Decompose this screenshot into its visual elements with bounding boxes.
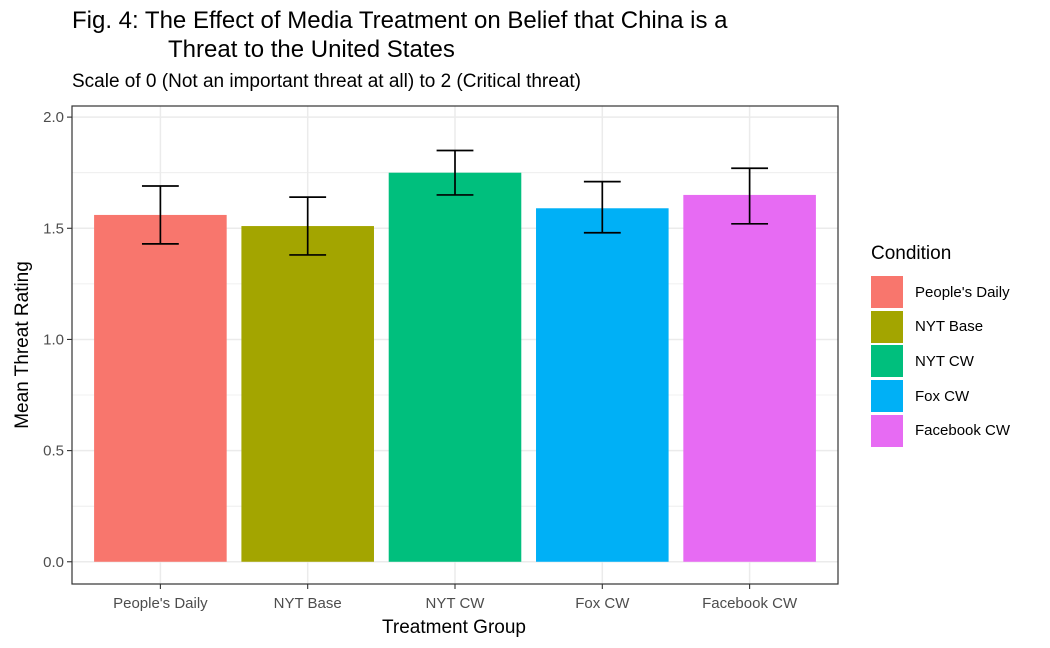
y-tick-label: 0.0 [43, 554, 64, 571]
legend-swatch [871, 380, 903, 413]
legend-label: Fox CW [915, 387, 970, 405]
error-bars [141, 149, 769, 256]
legend-swatch [871, 276, 903, 309]
x-axis-title: Treatment Group [382, 617, 526, 638]
x-tick-label: People's Daily [113, 595, 208, 612]
y-tick-label: 1.5 [43, 220, 64, 237]
legend-label: People's Daily [915, 283, 1010, 301]
y-axis-title: Mean Threat Rating [12, 261, 33, 429]
legend-item: NYT CW [871, 344, 1010, 379]
bar-nyt-base [241, 226, 374, 562]
x-tick-label: Facebook CW [702, 595, 798, 612]
legend-item: Fox CW [871, 379, 1010, 414]
x-axis-ticks: People's Daily NYT Base NYT CW Fox CW Facebo… [113, 584, 798, 612]
chart-title-line-1: Fig. 4: The Effect of Media Treatment on… [72, 7, 728, 34]
chart-title-line-2: Threat to the United States [168, 36, 455, 63]
legend-label: NYT CW [915, 352, 974, 370]
chart-subtitle: Scale of 0 (Not an important threat at a… [72, 71, 581, 92]
legend-item: NYT Base [871, 310, 1010, 345]
y-axis-ticks: 0.0 0.5 1.0 1.5 2.0 [43, 109, 72, 571]
legend-label: Facebook CW [915, 422, 1011, 440]
chart-title: Fig. 4: The Effect of Media Treatment on… [72, 6, 727, 64]
x-tick-label: Fox CW [575, 595, 630, 612]
y-tick-label: 0.5 [43, 443, 64, 460]
legend-items: People's Daily NYT Base NYT CW Fox CW Facebo… [871, 275, 1010, 448]
x-tick-label: NYT Base [274, 595, 342, 612]
bars [94, 172, 816, 562]
legend-title: Condition [871, 243, 952, 264]
bar-nyt-cw [388, 172, 522, 562]
legend-item: People's Daily [871, 275, 1010, 310]
legend-label: NYT Base [915, 318, 984, 336]
legend-item: Facebook CW [871, 413, 1010, 448]
y-tick-label: 2.0 [43, 109, 64, 126]
bar-fox-cw [536, 208, 669, 562]
legend-swatch [871, 345, 903, 378]
legend-swatch [871, 310, 903, 343]
bar-people-s-daily [94, 214, 227, 562]
bar-facebook-cw [683, 194, 816, 562]
legend-swatch [871, 414, 903, 447]
y-tick-label: 1.0 [43, 331, 64, 348]
x-tick-label: NYT CW [426, 595, 486, 612]
legend: Condition People's Daily NYT Base NYT CW Fo… [871, 243, 1010, 448]
